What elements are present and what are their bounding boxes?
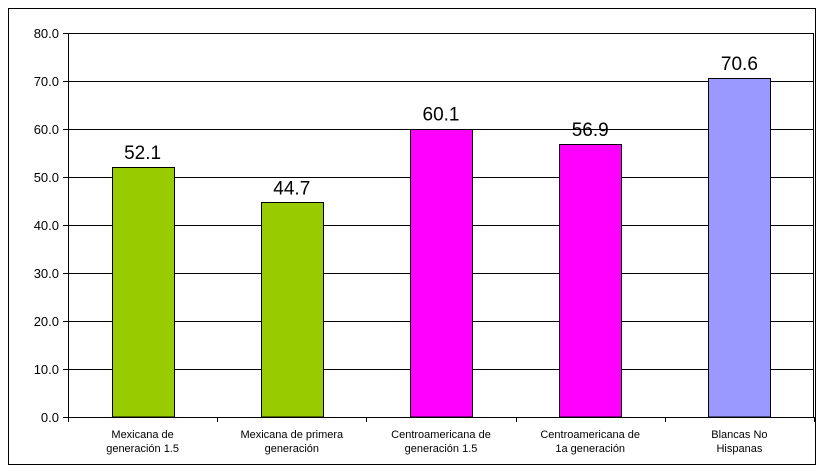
x-tick-label: Hispanas bbox=[716, 443, 762, 455]
x-tick-label: Blancas No bbox=[711, 429, 767, 441]
y-tick-label: 80.0 bbox=[34, 26, 59, 41]
data-label: 60.1 bbox=[423, 105, 460, 126]
chart-outer-border bbox=[8, 8, 816, 465]
x-tick-label: Mexicana de primera bbox=[240, 429, 344, 441]
x-tick-label: 1a generación bbox=[555, 443, 625, 455]
y-tick-label: 10.0 bbox=[34, 362, 59, 377]
y-axis-tick-labels: 0.0 10.0 20.0 30.0 40.0 50.0 60.0 70.0 80.0 bbox=[34, 26, 59, 425]
y-tick-label: 30.0 bbox=[34, 266, 59, 281]
data-label: 52.1 bbox=[124, 143, 161, 164]
plot-frame bbox=[68, 33, 814, 418]
y-tick-label: 60.0 bbox=[34, 122, 59, 137]
x-tick-label: Centroamericana de bbox=[391, 429, 491, 441]
y-tick-label: 40.0 bbox=[34, 218, 59, 233]
bars bbox=[112, 78, 771, 418]
data-label: 70.6 bbox=[721, 54, 758, 75]
data-label: 44.7 bbox=[273, 178, 310, 199]
bar bbox=[112, 167, 175, 418]
x-tick-label: generación bbox=[265, 443, 319, 455]
bar bbox=[261, 202, 324, 418]
x-tick-label: generación 1.5 bbox=[106, 443, 179, 455]
y-tick-label: 50.0 bbox=[34, 170, 59, 185]
y-tick-label: 20.0 bbox=[34, 314, 59, 329]
x-tick-label: generación 1.5 bbox=[405, 443, 478, 455]
data-labels: 52.1 44.7 60.1 56.9 70.6 bbox=[124, 54, 758, 199]
x-axis-tick-labels: Mexicana de generación 1.5 Mexicana de pri… bbox=[106, 429, 767, 455]
data-label: 56.9 bbox=[572, 120, 609, 141]
axes bbox=[63, 33, 815, 422]
bar bbox=[708, 78, 771, 418]
y-tick-label: 70.0 bbox=[34, 74, 59, 89]
x-tick-label: Mexicana de bbox=[111, 429, 173, 441]
x-tick-label: Centroamericana de bbox=[540, 429, 640, 441]
bar bbox=[559, 144, 622, 418]
y-tick-label: 0.0 bbox=[41, 410, 59, 425]
bar bbox=[410, 129, 473, 418]
